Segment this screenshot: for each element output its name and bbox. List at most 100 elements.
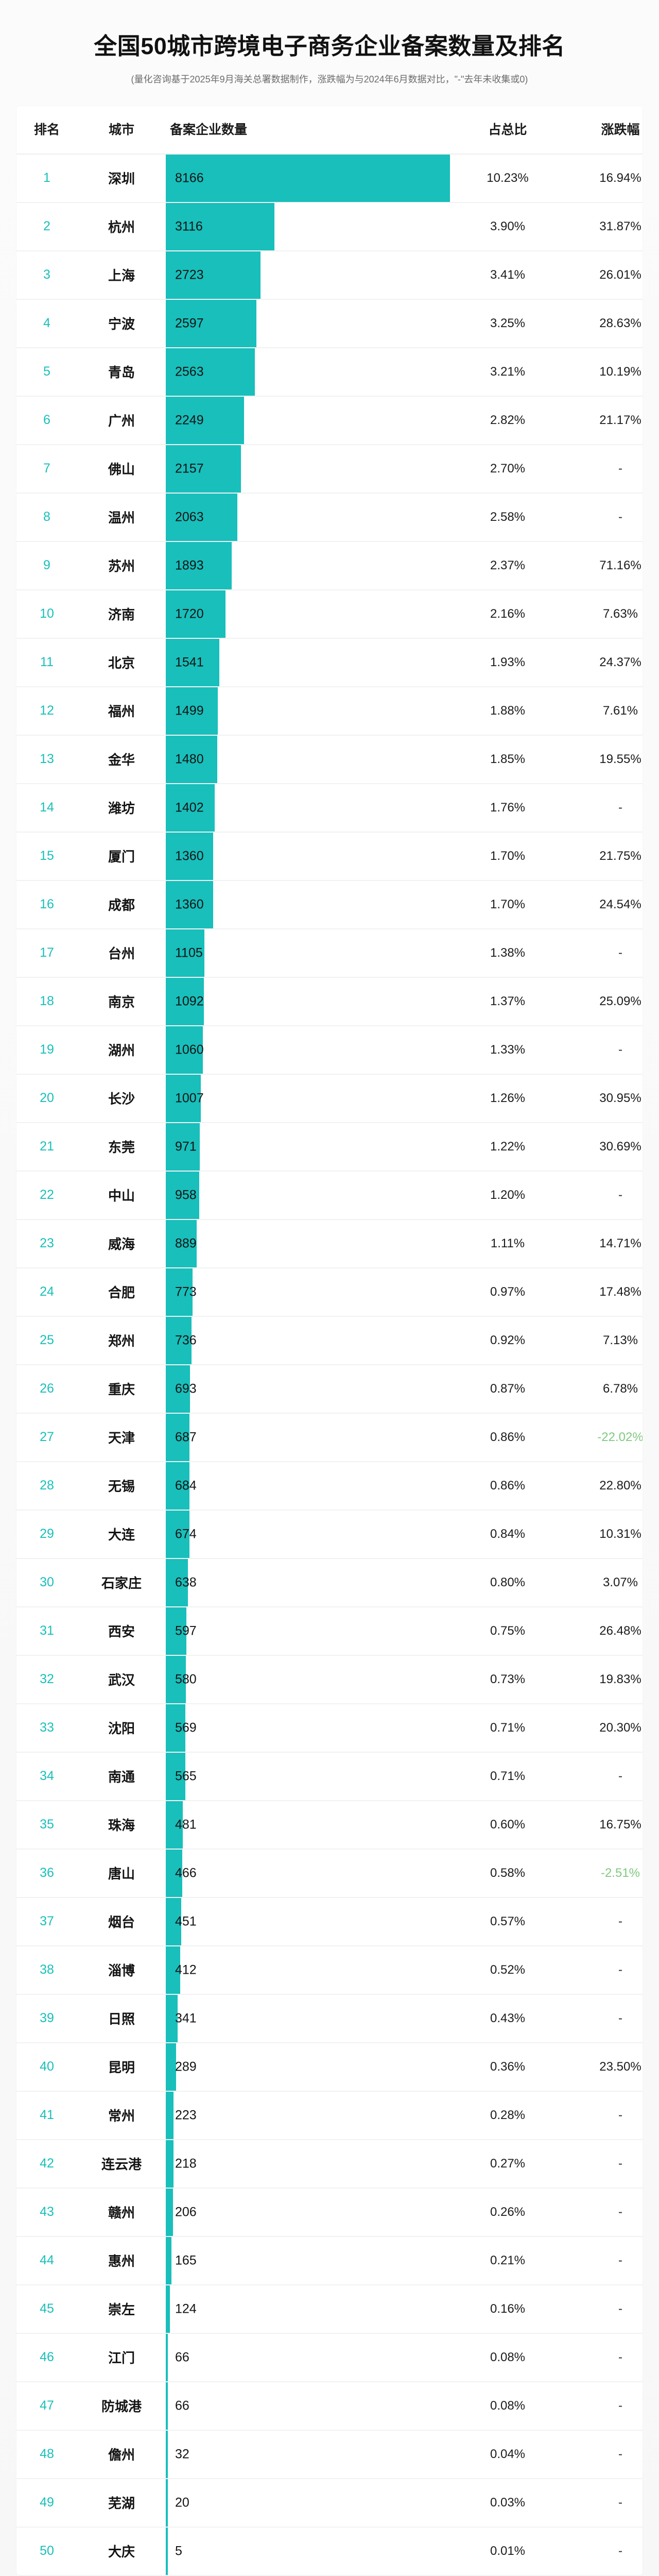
table-row: 5 青岛 2563 3.21% 10.19% xyxy=(16,347,643,396)
cell-city: 中山 xyxy=(77,1170,166,1219)
table-row: 29 大连 674 0.84% 10.31% xyxy=(16,1509,643,1558)
value-bar xyxy=(166,1849,182,1897)
cell-count-bar: 412 xyxy=(166,1945,450,1994)
cell-count-bar: 5 xyxy=(166,2526,450,2575)
bar-value-label: 684 xyxy=(175,1478,197,1493)
value-bar xyxy=(166,2527,168,2575)
cell-change: 30.69% xyxy=(565,1122,643,1171)
cell-count-bar: 638 xyxy=(166,1557,450,1607)
cell-city: 江门 xyxy=(77,2332,166,2382)
cell-share: 0.04% xyxy=(450,2429,565,2479)
bar-value-label: 218 xyxy=(175,2156,197,2171)
page-header: 全国50城市跨境电子商务企业备案数量及排名 (量化咨询基于2025年9月海关总署… xyxy=(0,0,659,89)
table-row: 37 烟台 451 0.57% - xyxy=(16,1896,643,1946)
value-bar xyxy=(166,1316,192,1364)
cell-change: 24.37% xyxy=(565,637,643,687)
cell-share: 0.86% xyxy=(450,1461,565,1510)
bar-value-label: 1720 xyxy=(175,606,204,621)
value-bar xyxy=(166,445,241,493)
bar-wrapper: 289 xyxy=(166,2043,450,2091)
cell-change: - xyxy=(565,1751,643,1801)
cell-change: - xyxy=(565,2478,643,2527)
value-bar xyxy=(166,2382,168,2430)
value-bar xyxy=(166,929,204,977)
cell-count-bar: 1360 xyxy=(166,879,450,929)
cell-change: - xyxy=(565,1993,643,2043)
bar-value-label: 1360 xyxy=(175,897,204,912)
value-bar xyxy=(166,1413,189,1461)
cell-rank: 30 xyxy=(16,1557,77,1607)
cell-rank: 29 xyxy=(16,1509,77,1558)
cell-share: 3.25% xyxy=(450,298,565,348)
cell-rank: 37 xyxy=(16,1896,77,1946)
cell-count-bar: 693 xyxy=(166,1364,450,1413)
cell-change: 71.16% xyxy=(565,540,643,590)
bar-value-label: 32 xyxy=(175,2447,189,2462)
cell-share: 0.57% xyxy=(450,1896,565,1946)
cell-count-bar: 2563 xyxy=(166,347,450,396)
cell-rank: 33 xyxy=(16,1703,77,1752)
value-bar xyxy=(166,2140,174,2188)
bar-wrapper: 674 xyxy=(166,1510,450,1558)
value-bar xyxy=(166,1365,190,1413)
cell-rank: 39 xyxy=(16,1993,77,2043)
bar-wrapper: 1360 xyxy=(166,832,450,880)
cell-count-bar: 569 xyxy=(166,1703,450,1752)
cell-count-bar: 289 xyxy=(166,2042,450,2091)
cell-change: - xyxy=(565,1945,643,1994)
cell-change: 6.78% xyxy=(565,1364,643,1413)
bar-value-label: 223 xyxy=(175,2108,197,2123)
cell-share: 1.11% xyxy=(450,1218,565,1268)
cell-city: 石家庄 xyxy=(77,1557,166,1607)
value-bar xyxy=(166,687,218,735)
cell-city: 佛山 xyxy=(77,444,166,493)
cell-share: 0.28% xyxy=(450,2090,565,2140)
value-bar xyxy=(166,1994,178,2042)
value-bar xyxy=(166,2043,176,2091)
cell-city: 潍坊 xyxy=(77,783,166,832)
cell-change: 19.83% xyxy=(565,1654,643,1704)
table-row: 7 佛山 2157 2.70% - xyxy=(16,444,643,493)
cell-share: 0.08% xyxy=(450,2332,565,2382)
cell-share: 2.16% xyxy=(450,589,565,638)
cell-share: 0.01% xyxy=(450,2526,565,2575)
bar-value-label: 1541 xyxy=(175,655,204,670)
column-header-count: 备案企业数量 xyxy=(166,106,450,155)
column-header-rank: 排名 xyxy=(16,106,77,155)
cell-city: 广州 xyxy=(77,395,166,445)
cell-rank: 8 xyxy=(16,492,77,541)
value-bar xyxy=(166,2091,174,2139)
value-bar xyxy=(166,2285,170,2333)
bar-value-label: 165 xyxy=(175,2253,197,2268)
bar-value-label: 1893 xyxy=(175,558,204,573)
table-row: 26 重庆 693 0.87% 6.78% xyxy=(16,1364,643,1413)
value-bar xyxy=(166,1026,203,1074)
value-bar xyxy=(166,880,213,928)
value-bar xyxy=(166,1510,189,1558)
bar-value-label: 2249 xyxy=(175,413,204,428)
cell-city: 唐山 xyxy=(77,1848,166,1897)
cell-rank: 1 xyxy=(43,171,50,185)
cell-change: 26.48% xyxy=(565,1606,643,1655)
bar-wrapper: 565 xyxy=(166,1752,450,1800)
cell-city: 日照 xyxy=(77,1993,166,2043)
cell-count-bar: 20 xyxy=(166,2478,450,2527)
cell-change: 26.01% xyxy=(565,250,643,299)
cell-rank: 24 xyxy=(16,1267,77,1316)
table-row: 8 温州 2063 2.58% - xyxy=(16,492,643,541)
table-row: 4 宁波 2597 3.25% 28.63% xyxy=(16,298,643,348)
bar-value-label: 693 xyxy=(175,1381,197,1396)
cell-share: 1.93% xyxy=(450,637,565,687)
bar-value-label: 66 xyxy=(175,2350,189,2365)
value-bar xyxy=(166,1462,189,1510)
cell-count-bar: 889 xyxy=(166,1218,450,1268)
cell-change: 30.95% xyxy=(565,1073,643,1123)
bar-wrapper: 218 xyxy=(166,2140,450,2188)
bar-wrapper: 341 xyxy=(166,1994,450,2042)
cell-count-bar: 580 xyxy=(166,1654,450,1704)
cell-share: 0.52% xyxy=(450,1945,565,1994)
cell-change: 3.07% xyxy=(565,1557,643,1607)
bar-value-label: 2157 xyxy=(175,461,204,476)
bar-wrapper: 971 xyxy=(166,1123,450,1171)
cell-count-bar: 165 xyxy=(166,2235,450,2285)
